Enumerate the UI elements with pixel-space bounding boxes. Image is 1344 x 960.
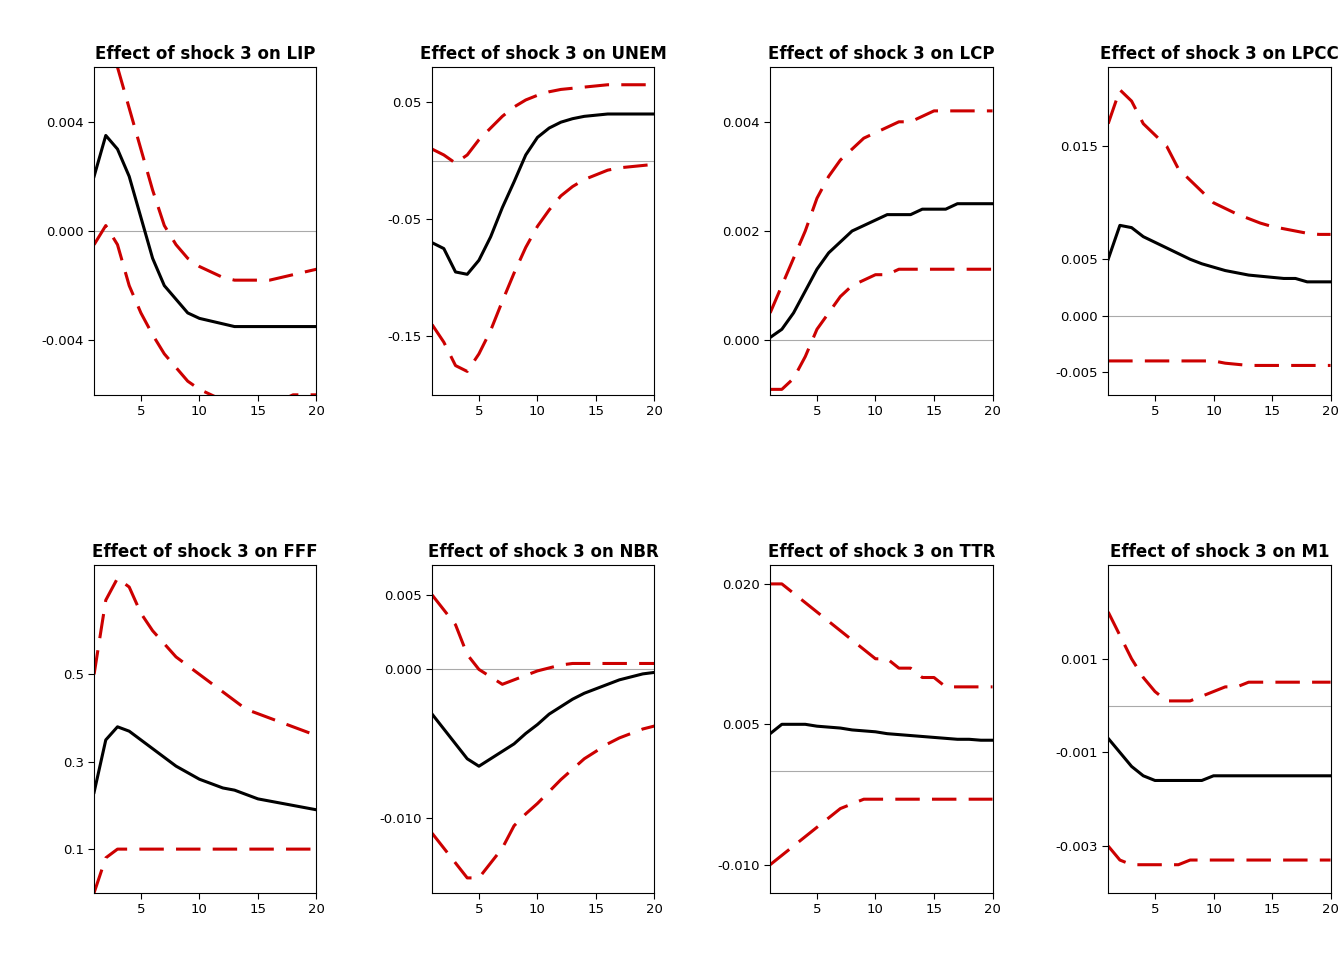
Title: Effect of shock 3 on LPCC: Effect of shock 3 on LPCC [1099,45,1339,62]
Title: Effect of shock 3 on LIP: Effect of shock 3 on LIP [95,45,316,62]
Title: Effect of shock 3 on FFF: Effect of shock 3 on FFF [93,542,319,561]
Title: Effect of shock 3 on M1: Effect of shock 3 on M1 [1110,542,1329,561]
Title: Effect of shock 3 on LCP: Effect of shock 3 on LCP [767,45,995,62]
Title: Effect of shock 3 on NBR: Effect of shock 3 on NBR [427,542,659,561]
Title: Effect of shock 3 on TTR: Effect of shock 3 on TTR [767,542,995,561]
Title: Effect of shock 3 on UNEM: Effect of shock 3 on UNEM [419,45,667,62]
